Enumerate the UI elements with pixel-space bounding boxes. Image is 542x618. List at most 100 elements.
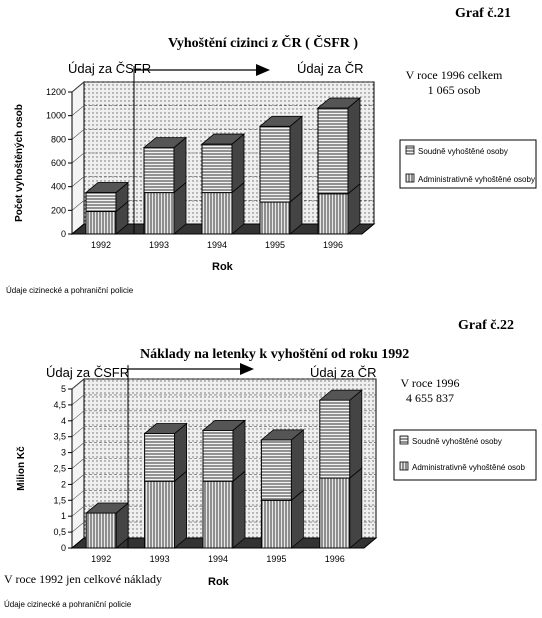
legend-label: Soudně vyhoštěné osoby	[418, 147, 508, 156]
bar-top	[260, 429, 305, 441]
bar-top	[142, 137, 188, 149]
legend-label: Administrativně vyhoštěné osoby	[418, 175, 535, 184]
gridline-side	[71, 152, 85, 164]
legend-label: Soudně vyhoštěné osoby	[412, 437, 502, 446]
bar-segment	[259, 125, 291, 203]
bar-side	[290, 429, 304, 502]
y-tick-label: 3	[61, 448, 66, 458]
y-tick-label: 400	[51, 182, 66, 192]
bar-side	[349, 467, 363, 549]
y-tick-label: 5	[61, 384, 66, 394]
x-tick-label: 1994	[208, 554, 228, 564]
bar-top	[85, 502, 130, 514]
legend-label: Administrativně vyhoštěné osob	[412, 463, 526, 472]
bar-side	[174, 470, 188, 549]
source-note: Údaje cizinecké a pohraniční policie	[6, 286, 134, 295]
udaj-csfr-label: Údaj za ČSFR	[68, 61, 152, 76]
chart-title: Vyhoštění cizinci z ČR ( ČSFR )	[168, 36, 359, 51]
bar-segment	[143, 147, 175, 194]
bar-segment	[259, 201, 291, 235]
footnote: V roce 1992 jen celkové náklady	[4, 572, 163, 586]
gridline-side	[71, 426, 85, 437]
bar-segment	[319, 477, 351, 549]
y-tick-label: 1,5	[53, 495, 66, 505]
x-tick-label: 1996	[325, 554, 345, 564]
legend-box	[399, 139, 537, 189]
x-tick-label: 1994	[207, 240, 227, 250]
bar-segment	[85, 512, 117, 549]
gridline-side	[71, 105, 85, 116]
gridline-side	[71, 505, 85, 517]
x-axis-title: Rok	[212, 261, 233, 273]
gridline-side	[71, 410, 85, 422]
summary-note: V roce 1996 celkem 1 065 osob	[398, 68, 510, 98]
y-axis-title: Počet vyhoštěných osob	[14, 104, 25, 222]
summary-note-line: V roce 1996	[400, 376, 460, 390]
gridline-side	[71, 378, 85, 390]
bar-segment	[201, 192, 233, 235]
y-tick-label: 0	[61, 543, 66, 553]
bar-segment	[260, 499, 292, 549]
bar-segment	[317, 193, 349, 235]
gridline-side	[71, 176, 85, 187]
bar-side	[232, 419, 246, 483]
bar-top	[258, 115, 304, 127]
bar-segment	[201, 143, 233, 194]
legend-swatch	[405, 173, 415, 183]
y-tick-label: 4,5	[53, 400, 66, 410]
legend-box	[393, 429, 537, 481]
x-tick-label: 1995	[266, 554, 286, 564]
legend-swatch	[399, 461, 409, 471]
summary-note-line: 1 065 osob	[427, 83, 481, 97]
y-tick-label: 0	[61, 229, 66, 239]
bar-segment	[319, 399, 351, 479]
y-tick-label: 1200	[46, 87, 66, 97]
period-arrow-head	[256, 64, 270, 76]
udaj-csfr-label: Údaj za ČSFR	[46, 365, 130, 380]
period-arrow-head	[240, 363, 254, 375]
y-tick-label: 4	[61, 416, 66, 426]
summary-note-line: 4 655 837	[406, 391, 454, 405]
bar-side	[232, 470, 246, 549]
y-tick-label: 800	[51, 134, 66, 144]
udaj-cr-label: Údaj za ČR	[297, 61, 364, 76]
chart-2-plot: 0 0,5 1 1,5 2 2,5 3 3,5 4 4,5 5 Milion Kč 1992 1993 19…	[16, 363, 537, 564]
chart-title: Náklady na letenky k vyhoštění od roku 1…	[140, 347, 410, 362]
graf-label: Graf č.21	[455, 6, 511, 21]
x-tick-label: 1993	[150, 554, 170, 564]
y-tick-label: 0,5	[53, 527, 66, 537]
x-tick-label: 1992	[91, 240, 111, 250]
y-axis-title: Milion Kč	[16, 446, 27, 491]
bar-side	[289, 115, 303, 203]
gridline-side	[71, 394, 85, 406]
bar-side	[349, 389, 363, 479]
gridline-side	[71, 442, 85, 453]
bar-segment	[144, 433, 176, 482]
bar-segment	[202, 429, 234, 482]
gridline-side	[71, 490, 85, 501]
bar-side	[347, 97, 361, 195]
gridline-side	[71, 129, 85, 140]
y-tick-label: 600	[51, 158, 66, 168]
bar-top	[84, 182, 130, 193]
bar-segment	[202, 480, 234, 549]
bar-segment	[143, 192, 175, 235]
bar-top	[200, 133, 246, 145]
bar-segment	[85, 192, 117, 213]
y-tick-label: 2	[61, 479, 66, 489]
bar-top	[316, 97, 362, 109]
bar-top	[143, 423, 188, 434]
gridline-side	[71, 474, 85, 485]
chart-1-plot: 0 200 400 600 800 1000 1200 Počet vyhoštěných o…	[14, 64, 537, 250]
legend-swatch	[405, 145, 415, 155]
x-axis-title: Rok	[208, 576, 229, 588]
udaj-cr-label: Údaj za ČR	[310, 365, 377, 380]
gridline-side	[71, 458, 85, 469]
y-tick-label: 2,5	[53, 464, 66, 474]
y-tick-label: 1000	[46, 111, 66, 121]
y-tick-label: 200	[51, 205, 66, 215]
source-note: Údaje cizinecké a pohraniční policie	[4, 600, 132, 609]
bar-top	[201, 419, 247, 431]
bar-top	[318, 389, 363, 401]
legend-swatch	[399, 435, 409, 445]
